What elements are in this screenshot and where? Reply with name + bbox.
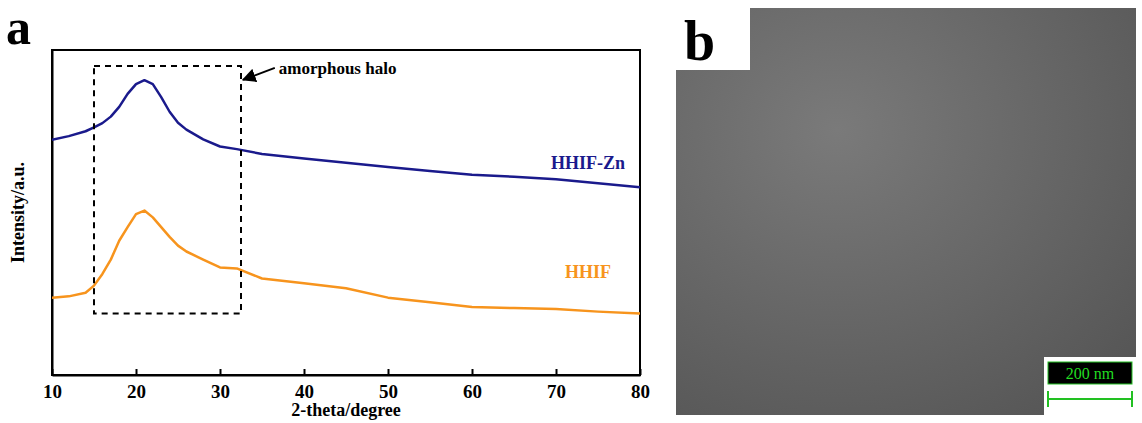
series-label: HHIF-Zn — [551, 153, 625, 173]
series-line — [52, 211, 640, 314]
x-tick-mark — [388, 369, 390, 375]
y-axis-line — [52, 51, 54, 376]
x-tick: 40 — [295, 369, 314, 402]
x-tick: 50 — [379, 369, 398, 402]
x-tick-mark — [472, 369, 474, 375]
x-tick-mark — [304, 369, 306, 375]
x-tick: 30 — [211, 369, 230, 402]
x-axis-title: 2-theta/degree — [291, 400, 401, 420]
annotation-text: amorphous halo — [279, 59, 397, 78]
annotation-box — [94, 66, 241, 314]
series-label: HHIF — [565, 262, 611, 282]
x-tick-mark — [640, 369, 642, 375]
x-tick-mark — [220, 369, 222, 375]
plot-frame — [52, 50, 640, 375]
figure: a 10 20 30 40 50 60 70 80 2-theta/degree Intensity… — [0, 0, 1142, 423]
scale-bar-cap — [1131, 391, 1133, 407]
annotation-arrow — [243, 68, 275, 80]
x-tick-label: 20 — [127, 381, 146, 402]
x-tick: 70 — [547, 369, 566, 402]
x-tick-mark — [136, 369, 138, 375]
x-axis-line — [53, 375, 641, 377]
y-axis-title: Intensity/a.u. — [8, 162, 28, 263]
x-tick-label: 80 — [631, 381, 650, 402]
panel-label: a — [6, 0, 31, 55]
panel-label: b — [684, 10, 715, 72]
x-tick-label: 30 — [211, 381, 230, 402]
x-tick: 60 — [463, 369, 482, 402]
plot-area — [52, 80, 640, 313]
x-tick-mark — [556, 369, 558, 375]
sem-image — [676, 8, 1136, 415]
y-axis — [52, 51, 53, 376]
x-tick-label: 70 — [547, 381, 566, 402]
scale-bar-label: 200 nm — [1066, 365, 1115, 382]
x-tick-label: 60 — [463, 381, 482, 402]
scale-bar — [1048, 398, 1132, 400]
scale-bar-background — [1044, 357, 1136, 415]
scale-bar-cap — [1047, 391, 1049, 407]
x-tick: 80 — [631, 369, 650, 402]
x-tick-label: 10 — [43, 381, 62, 402]
scale-bar-label-box — [1048, 362, 1132, 384]
x-tick: 20 — [127, 369, 146, 402]
series-line — [52, 80, 640, 187]
x-axis: 10 20 30 40 50 60 70 80 — [43, 369, 650, 402]
